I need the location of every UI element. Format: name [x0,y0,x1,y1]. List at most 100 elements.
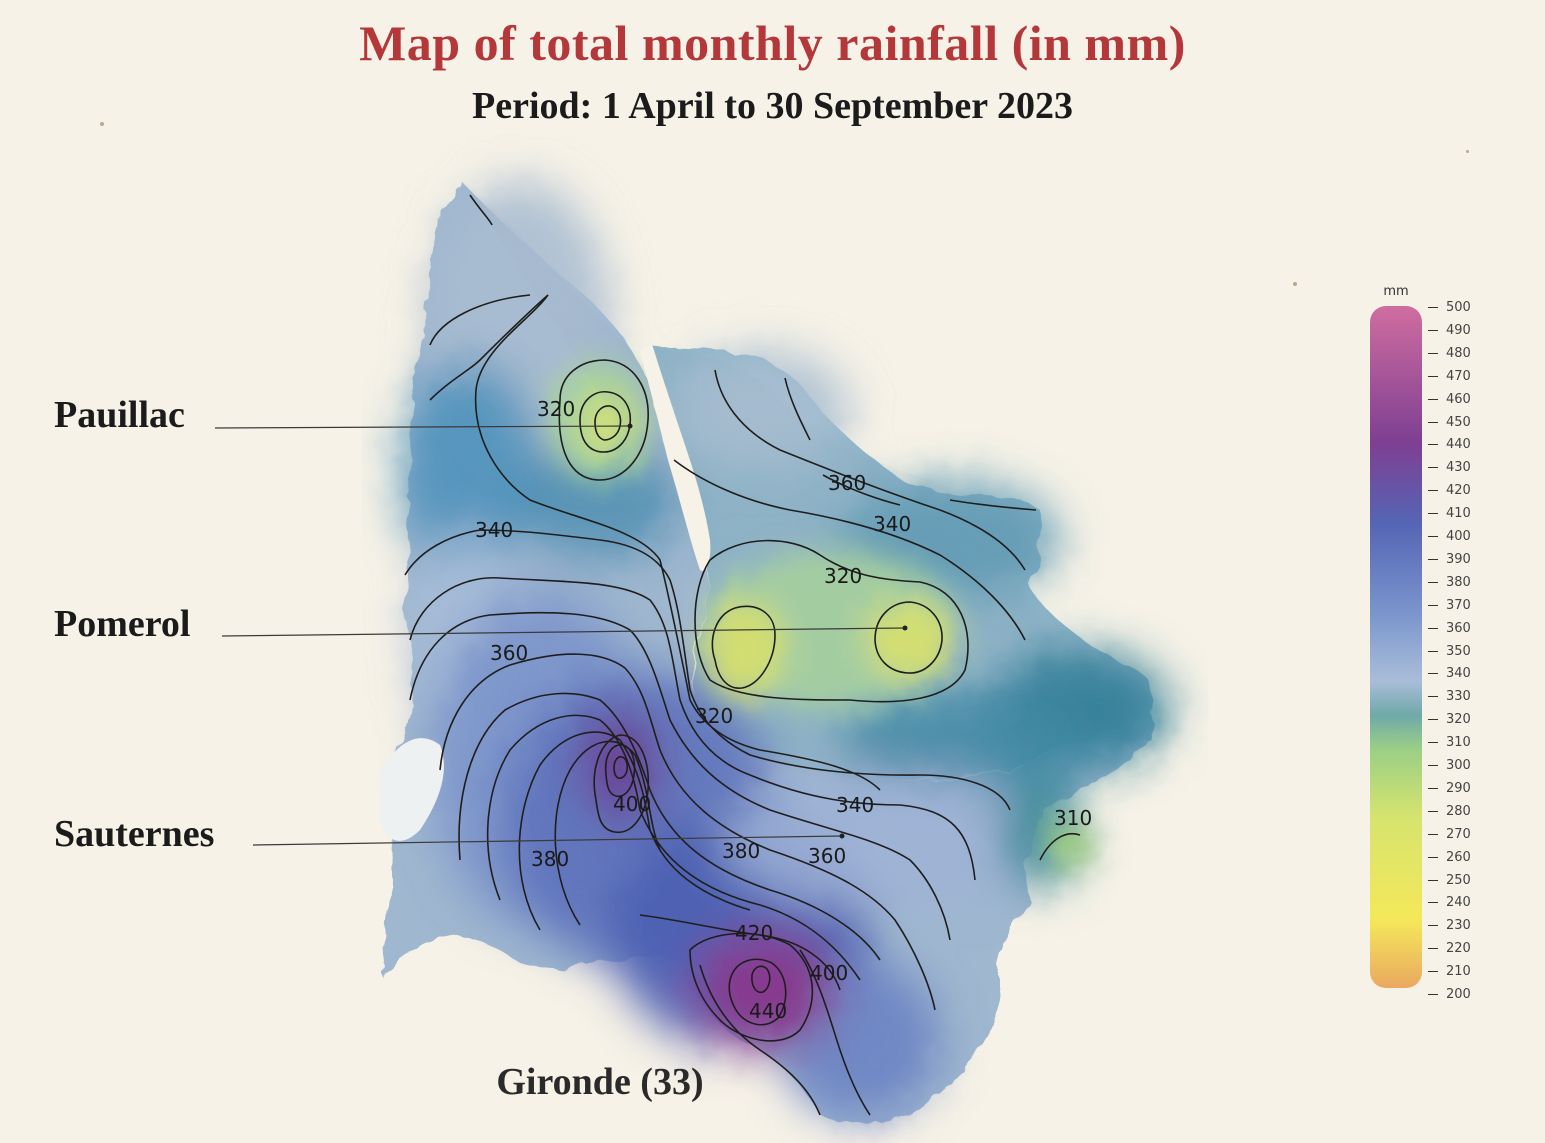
contour-label: 400 [613,792,651,816]
legend-tick-label: 320 [1428,713,1471,727]
legend-tick-label: 310 [1428,736,1471,750]
contour-label: 340 [475,518,513,542]
estuary-gap [640,344,711,571]
legend-tick-value: 440 [1446,437,1471,453]
legend-tick-mark [1428,994,1438,995]
legend-tick-value: 450 [1446,414,1471,430]
legend-tick-mark [1428,581,1438,583]
contour-line [673,459,1026,641]
pauillac-leader [214,425,631,429]
legend-tick-label: 420 [1428,484,1471,498]
legend-tick-label: 350 [1428,644,1471,659]
contour-line [822,474,901,506]
contour-line [751,965,771,994]
legend-tick-value: 430 [1446,460,1471,476]
legend-tick-mark [1428,513,1438,515]
legend-tick-label: 490 [1428,322,1471,338]
legend-unit: mm [1383,284,1409,299]
contour-line [518,731,751,931]
legend-tick-label: 260 [1428,849,1471,865]
contour-line [554,740,661,926]
pauillac-marker [627,423,633,429]
legend-tick-mark [1428,467,1438,469]
legend-tick-mark [1428,444,1438,446]
legend-tick-mark [1428,765,1438,766]
contour-line [694,539,969,703]
contour-label: 400 [810,961,848,985]
contour-label: 380 [531,847,569,871]
legend-tick-label: 210 [1428,965,1471,979]
legend-tick-value: 260 [1446,849,1471,865]
coastal-gap [380,738,444,841]
contour-line [728,958,787,1026]
contour-line [439,653,936,1011]
contour-line [613,756,629,779]
contour-line [784,377,811,441]
legend-tick-value: 320 [1446,712,1471,728]
legend-tick-value: 220 [1446,941,1471,957]
contour-label: 360 [828,471,866,495]
legend-tick-mark [1428,719,1438,721]
contour-line [1039,833,1081,861]
contour-line [429,294,549,401]
legend-tick-value: 230 [1446,918,1471,934]
legend-tick-label: 460 [1428,391,1471,407]
legend-tick-label: 450 [1428,414,1471,430]
contour-line [699,964,821,1116]
contour-label: 340 [836,793,874,817]
legend-tick-mark [1428,810,1438,812]
paper-speck [1293,282,1297,286]
contour-label: 440 [749,999,787,1023]
legend-tick-value: 290 [1446,780,1471,796]
paper-speck [100,122,104,126]
contour-line [689,932,814,1042]
legend-tick-value: 460 [1446,391,1471,407]
legend-tick-label: 340 [1428,667,1471,681]
legend-tick-value: 490 [1446,322,1471,338]
contour-line [429,294,531,346]
legend-tick-mark [1428,787,1438,789]
contour-line [604,744,636,798]
legend-tick-mark [1428,971,1438,973]
legend-tick-value: 200 [1446,987,1471,1002]
legend-tick-value: 420 [1446,483,1471,499]
paper-speck [1466,150,1469,153]
legend-tick-value: 480 [1446,345,1471,361]
legend-tick-label: 330 [1428,690,1471,704]
legend-tick-mark [1428,421,1438,423]
legend-tick-label: 290 [1428,780,1471,796]
contour-line [714,369,1026,571]
legend-tick-label: 470 [1428,369,1471,384]
place-label-pauillac: Pauillac [54,394,185,436]
contour-line [474,294,881,791]
legend-tick-value: 340 [1446,666,1471,682]
leader-lines [214,423,908,846]
contour-labels: 320 340 360 360 340 320 320 400 340 380 … [475,397,1092,1023]
legend-tick-mark [1428,490,1438,492]
contour-label: 320 [537,397,575,421]
legend-tick-label: 300 [1428,759,1471,773]
contour-label: 340 [873,512,911,536]
contour-line [486,714,861,981]
legend-tick-label: 390 [1428,552,1471,567]
legend-tick-mark [1428,902,1438,904]
contour-label: 310 [1054,806,1092,830]
legend-tick-label: 230 [1428,919,1471,933]
contour-label: 320 [695,704,733,728]
legend-tick-label: 430 [1428,461,1471,475]
contour-line [404,529,1011,811]
legend-tick-value: 410 [1446,506,1471,522]
legend-tick-value: 250 [1446,872,1471,888]
contour-line [874,601,943,674]
legend-tick-label: 250 [1428,872,1471,888]
legend-tick-value: 500 [1446,300,1471,315]
legend-tick-value: 400 [1446,529,1471,544]
legend-tick-mark [1428,627,1438,629]
legend-tick-mark [1428,742,1438,744]
contour-lines [404,194,1081,1116]
legend-tick-mark [1428,329,1438,331]
legend-tick-mark [1428,925,1438,927]
place-label-pomerol: Pomerol [54,603,191,645]
legend-tick-value: 280 [1446,803,1471,819]
legend-tick-label: 280 [1428,803,1471,819]
